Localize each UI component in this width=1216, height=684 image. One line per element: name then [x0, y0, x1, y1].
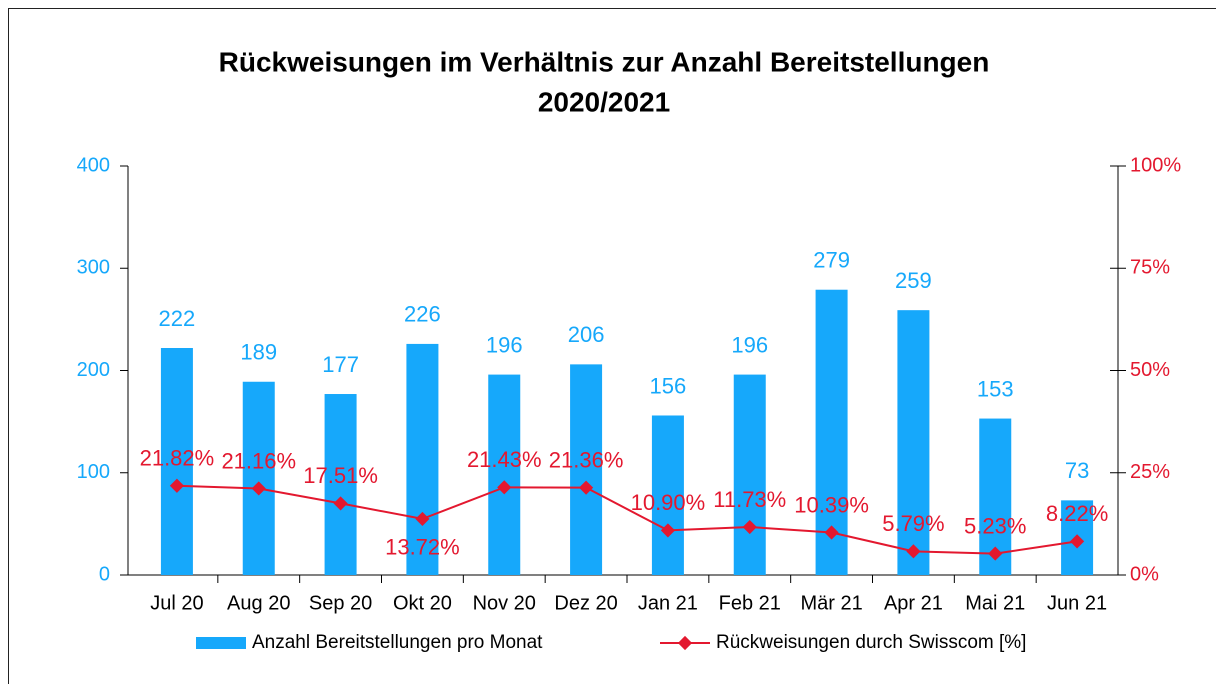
x-tick-label: Feb 21 — [719, 592, 781, 614]
frame — [8, 8, 1216, 684]
line-marker — [333, 496, 348, 511]
line-marker — [415, 511, 430, 526]
y-tick-label: 200 — [77, 359, 110, 381]
line-marker — [742, 519, 757, 535]
y-tick-label: 0 — [99, 563, 110, 585]
x-tick-label: Jul 20 — [150, 592, 203, 614]
y2-tick-label: 75% — [1130, 257, 1170, 279]
bar — [570, 364, 603, 575]
bar — [406, 343, 439, 575]
legend-label: Anzahl Bereitstellungen pro Monat — [252, 632, 543, 653]
line-marker — [497, 480, 512, 495]
bar-value-label: 177 — [322, 352, 359, 377]
line-value-label: 11.73% — [713, 487, 786, 512]
bar — [242, 381, 275, 575]
x-tick-label: Jun 21 — [1047, 592, 1107, 614]
line-value-label: 21.82% — [140, 446, 215, 471]
bar — [733, 374, 766, 575]
bar-value-label: 196 — [486, 332, 523, 357]
bar-value-label: 73 — [1065, 458, 1089, 483]
bar-value-label: 259 — [895, 268, 932, 293]
legend-swatch — [196, 637, 246, 649]
y-tick-label: 300 — [77, 257, 110, 279]
x-tick-label: Mai 21 — [965, 592, 1025, 614]
bar-value-label: 189 — [240, 340, 277, 365]
bar — [160, 348, 193, 575]
x-tick-label: Nov 20 — [473, 592, 536, 614]
x-tick-label: Sep 20 — [309, 592, 372, 614]
chart-subtitle: 2020/2021 — [538, 86, 670, 117]
line-value-label: 5.79% — [882, 511, 944, 536]
bar-value-label: 196 — [731, 332, 768, 357]
x-tick-label: Jan 21 — [638, 592, 698, 614]
y2-tick-label: 100% — [1130, 154, 1181, 176]
y2-tick-label: 25% — [1130, 461, 1170, 483]
line-value-label: 17.51% — [303, 463, 378, 488]
x-tick-label: Apr 21 — [884, 592, 943, 614]
bar — [324, 394, 357, 575]
bar-value-label: 279 — [813, 248, 850, 273]
legend-swatch — [677, 635, 693, 651]
y2-tick-label: 50% — [1130, 359, 1170, 381]
line-marker — [660, 523, 675, 538]
bar-value-label: 206 — [568, 322, 605, 347]
bar-value-label: 153 — [977, 376, 1014, 401]
line-marker — [988, 546, 1003, 561]
bar — [488, 374, 521, 575]
line-marker — [906, 544, 921, 559]
x-tick-label: Okt 20 — [393, 592, 452, 614]
bar-value-label: 156 — [650, 373, 687, 398]
chart-title: Rückweisungen im Verhältnis zur Anzahl B… — [219, 46, 990, 77]
line-value-label: 21.43% — [467, 447, 542, 472]
bar — [651, 415, 684, 575]
bar — [897, 310, 930, 575]
line-value-label: 10.90% — [631, 490, 706, 515]
line-value-label: 5.23% — [964, 513, 1026, 538]
y-tick-label: 100 — [77, 461, 110, 483]
line-value-label: 21.16% — [221, 448, 296, 473]
line-value-label: 13.72% — [385, 535, 460, 560]
legend-label: Rückweisungen durch Swisscom [%] — [716, 632, 1026, 653]
line-marker — [824, 525, 839, 540]
bar-value-label: 226 — [404, 302, 441, 327]
line-value-label: 21.36% — [549, 447, 624, 472]
y-tick-label: 400 — [77, 154, 110, 176]
line-marker — [169, 478, 184, 493]
line — [176, 484, 1078, 555]
y2-tick-label: 0% — [1130, 563, 1159, 585]
line-marker — [579, 480, 594, 495]
line-value-label: 10.39% — [794, 492, 869, 517]
line-value-label: 8.22% — [1046, 501, 1108, 526]
line-marker — [1070, 534, 1085, 549]
x-tick-label: Aug 20 — [227, 592, 290, 614]
x-tick-label: Dez 20 — [554, 592, 617, 614]
bar-value-label: 222 — [159, 306, 196, 331]
line-marker — [251, 481, 266, 496]
x-tick-label: Mär 21 — [800, 592, 862, 614]
